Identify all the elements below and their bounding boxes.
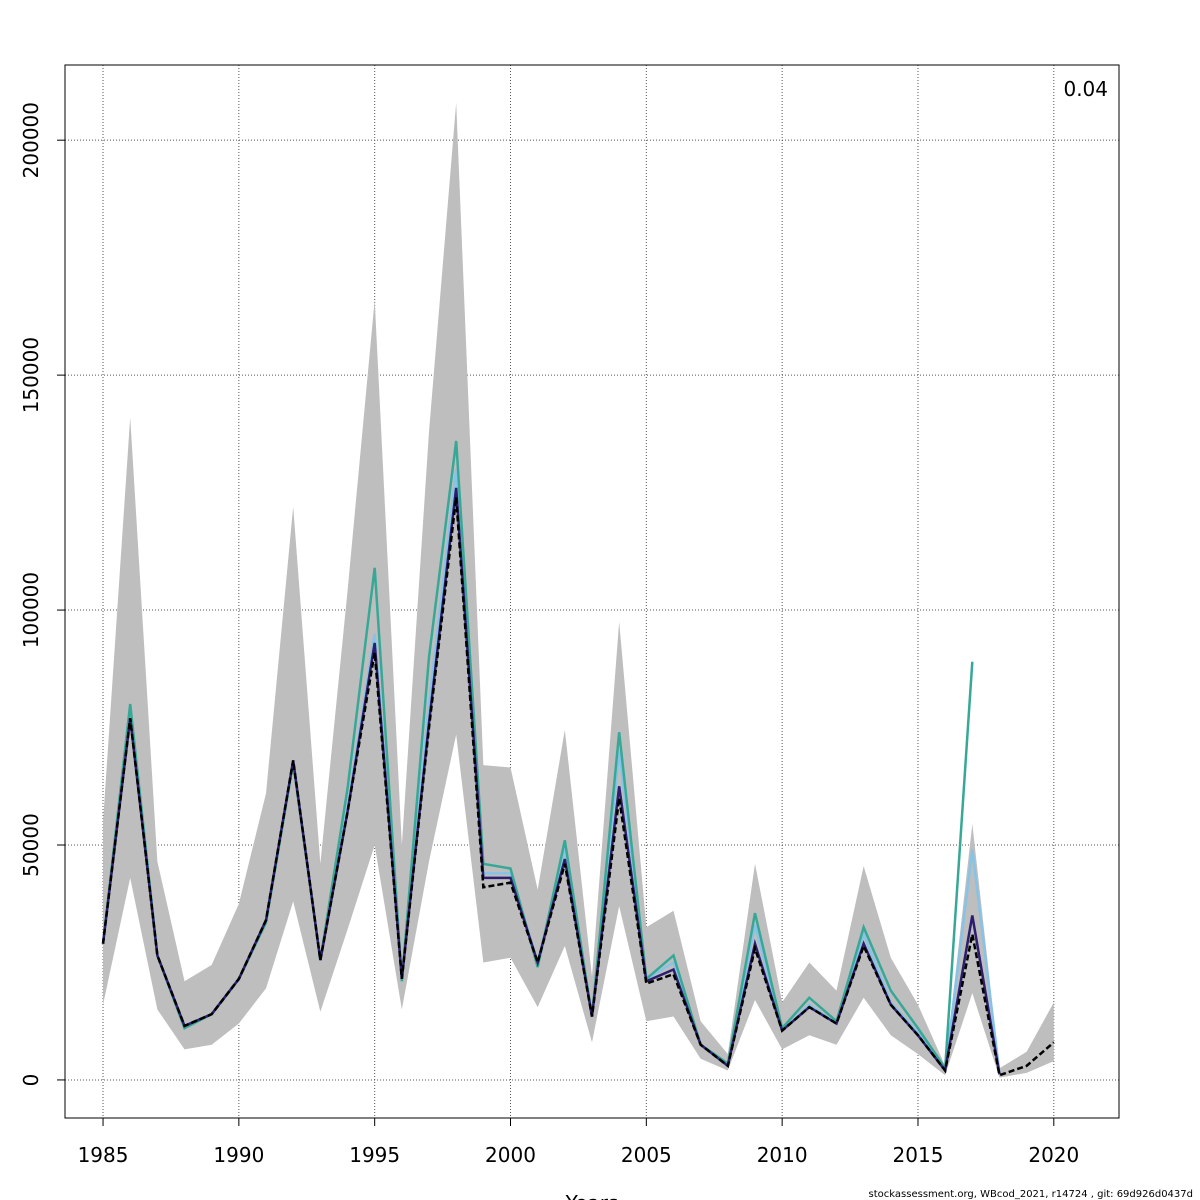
- x-tick-label: 2010: [757, 1143, 808, 1167]
- x-tick-label: 1990: [213, 1143, 264, 1167]
- x-axis-label: Years: [565, 1191, 619, 1200]
- x-tick-label: 1985: [78, 1143, 129, 1167]
- annotation: 0.04: [1063, 77, 1108, 101]
- x-tick-label: 1995: [349, 1143, 400, 1167]
- y-tick-label: 200000: [19, 102, 43, 178]
- x-tick-label: 2015: [893, 1143, 944, 1167]
- y-tick-label: 0: [19, 1074, 43, 1087]
- x-tick-label: 2020: [1028, 1143, 1079, 1167]
- y-tick-label: 50000: [19, 813, 43, 877]
- y-tick-label: 150000: [19, 337, 43, 413]
- x-tick-label: 2005: [621, 1143, 672, 1167]
- y-tick-label: 100000: [19, 572, 43, 648]
- footer: stockassessment.org, WBcod_2021, r14724 …: [869, 1189, 1193, 1200]
- x-tick-label: 2000: [485, 1143, 536, 1167]
- plot-frame: [64, 64, 1120, 1119]
- series-line: [101, 497, 1055, 1077]
